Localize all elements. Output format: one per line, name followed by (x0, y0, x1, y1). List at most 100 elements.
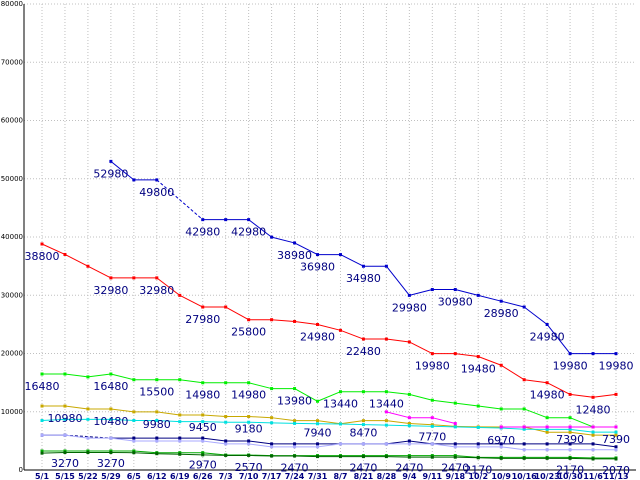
data-point (316, 442, 320, 446)
y-tick-label: 50000 (1, 175, 23, 183)
data-label: 14980 (185, 389, 220, 402)
data-point (476, 355, 480, 359)
series-segment (110, 161, 135, 181)
data-label: 9980 (143, 418, 171, 431)
data-label: 13440 (323, 398, 358, 411)
series-segment (455, 455, 479, 458)
data-point (40, 418, 44, 422)
data-point (591, 457, 595, 461)
series-segment (179, 453, 203, 456)
series-segment (41, 452, 65, 454)
data-label: 49800 (139, 186, 174, 199)
data-point (293, 454, 297, 458)
data-point (155, 276, 159, 280)
data-point (591, 448, 595, 452)
series-segment (317, 420, 341, 425)
x-tick-label: 7/24 (285, 472, 305, 480)
data-point (407, 416, 411, 420)
data-point (109, 407, 113, 411)
data-point (545, 448, 549, 452)
data-point (316, 322, 320, 326)
series-segment (64, 254, 89, 267)
data-label: 19980 (553, 360, 588, 373)
series-6 (40, 433, 618, 449)
data-point (522, 427, 526, 431)
data-point (201, 453, 205, 457)
series-segment (156, 419, 180, 423)
series-segment-dashed (156, 179, 204, 221)
x-tick-label: 9/11 (423, 472, 443, 480)
x-tick-label: 10/2 (468, 472, 488, 480)
data-point (109, 449, 113, 453)
series-segment (386, 456, 410, 458)
x-tick-label: 5/15 (55, 472, 75, 480)
x-tick-label: 5/1 (35, 472, 49, 480)
data-point (109, 451, 113, 455)
data-point (338, 455, 342, 459)
data-point (132, 178, 136, 182)
data-point (407, 454, 411, 458)
data-point (224, 442, 228, 446)
data-point (132, 410, 136, 414)
data-point (247, 442, 251, 446)
data-point (316, 422, 320, 426)
data-label: 12480 (576, 403, 611, 416)
series-segment (294, 242, 318, 256)
data-point (614, 457, 618, 461)
series-segment (156, 453, 180, 455)
series-segment (271, 236, 295, 244)
series-segment (569, 417, 594, 428)
data-point (247, 439, 251, 443)
series-5 (384, 410, 618, 429)
data-point (407, 340, 411, 344)
data-point (568, 392, 572, 396)
data-point (430, 398, 434, 402)
series-0 (109, 159, 618, 356)
data-point (132, 439, 136, 443)
series-segment (386, 391, 410, 395)
data-point (384, 419, 388, 423)
data-point (338, 390, 342, 394)
data-point (361, 264, 365, 268)
data-label: 32980 (93, 284, 128, 297)
data-label: 19980 (415, 360, 450, 373)
data-point (499, 442, 503, 446)
data-point (545, 427, 549, 431)
data-point (384, 442, 388, 446)
data-point (178, 420, 182, 424)
data-label: 2070 (602, 464, 630, 477)
series-segment (386, 265, 410, 296)
data-point (522, 442, 526, 446)
data-point (499, 445, 503, 449)
series-segment (546, 382, 571, 395)
data-point (63, 404, 67, 408)
data-label: 2170 (464, 463, 492, 476)
data-point (430, 454, 434, 458)
data-point (178, 413, 182, 417)
data-point (614, 430, 618, 434)
series-segment (455, 425, 479, 428)
series-1 (40, 242, 618, 399)
data-point (178, 452, 182, 456)
x-tick-label: 7/10 (239, 472, 259, 480)
data-point (499, 456, 503, 460)
data-point (224, 420, 228, 424)
data-point (316, 445, 320, 449)
series-segment (340, 420, 364, 425)
data-point (568, 456, 572, 460)
series-segment (455, 353, 479, 358)
data-point (109, 436, 113, 440)
series-segment (409, 423, 433, 426)
series-segment (432, 443, 456, 448)
data-label: 24980 (300, 330, 335, 343)
x-tick-label: 11/13 (603, 472, 628, 480)
data-label: 9180 (235, 423, 263, 436)
y-tick-label: 80000 (1, 0, 23, 8)
x-tick-label: 10/16 (512, 472, 538, 480)
data-point (178, 378, 182, 382)
data-point (293, 319, 297, 323)
data-point (453, 442, 457, 446)
data-point (522, 305, 526, 309)
data-point (568, 416, 572, 420)
